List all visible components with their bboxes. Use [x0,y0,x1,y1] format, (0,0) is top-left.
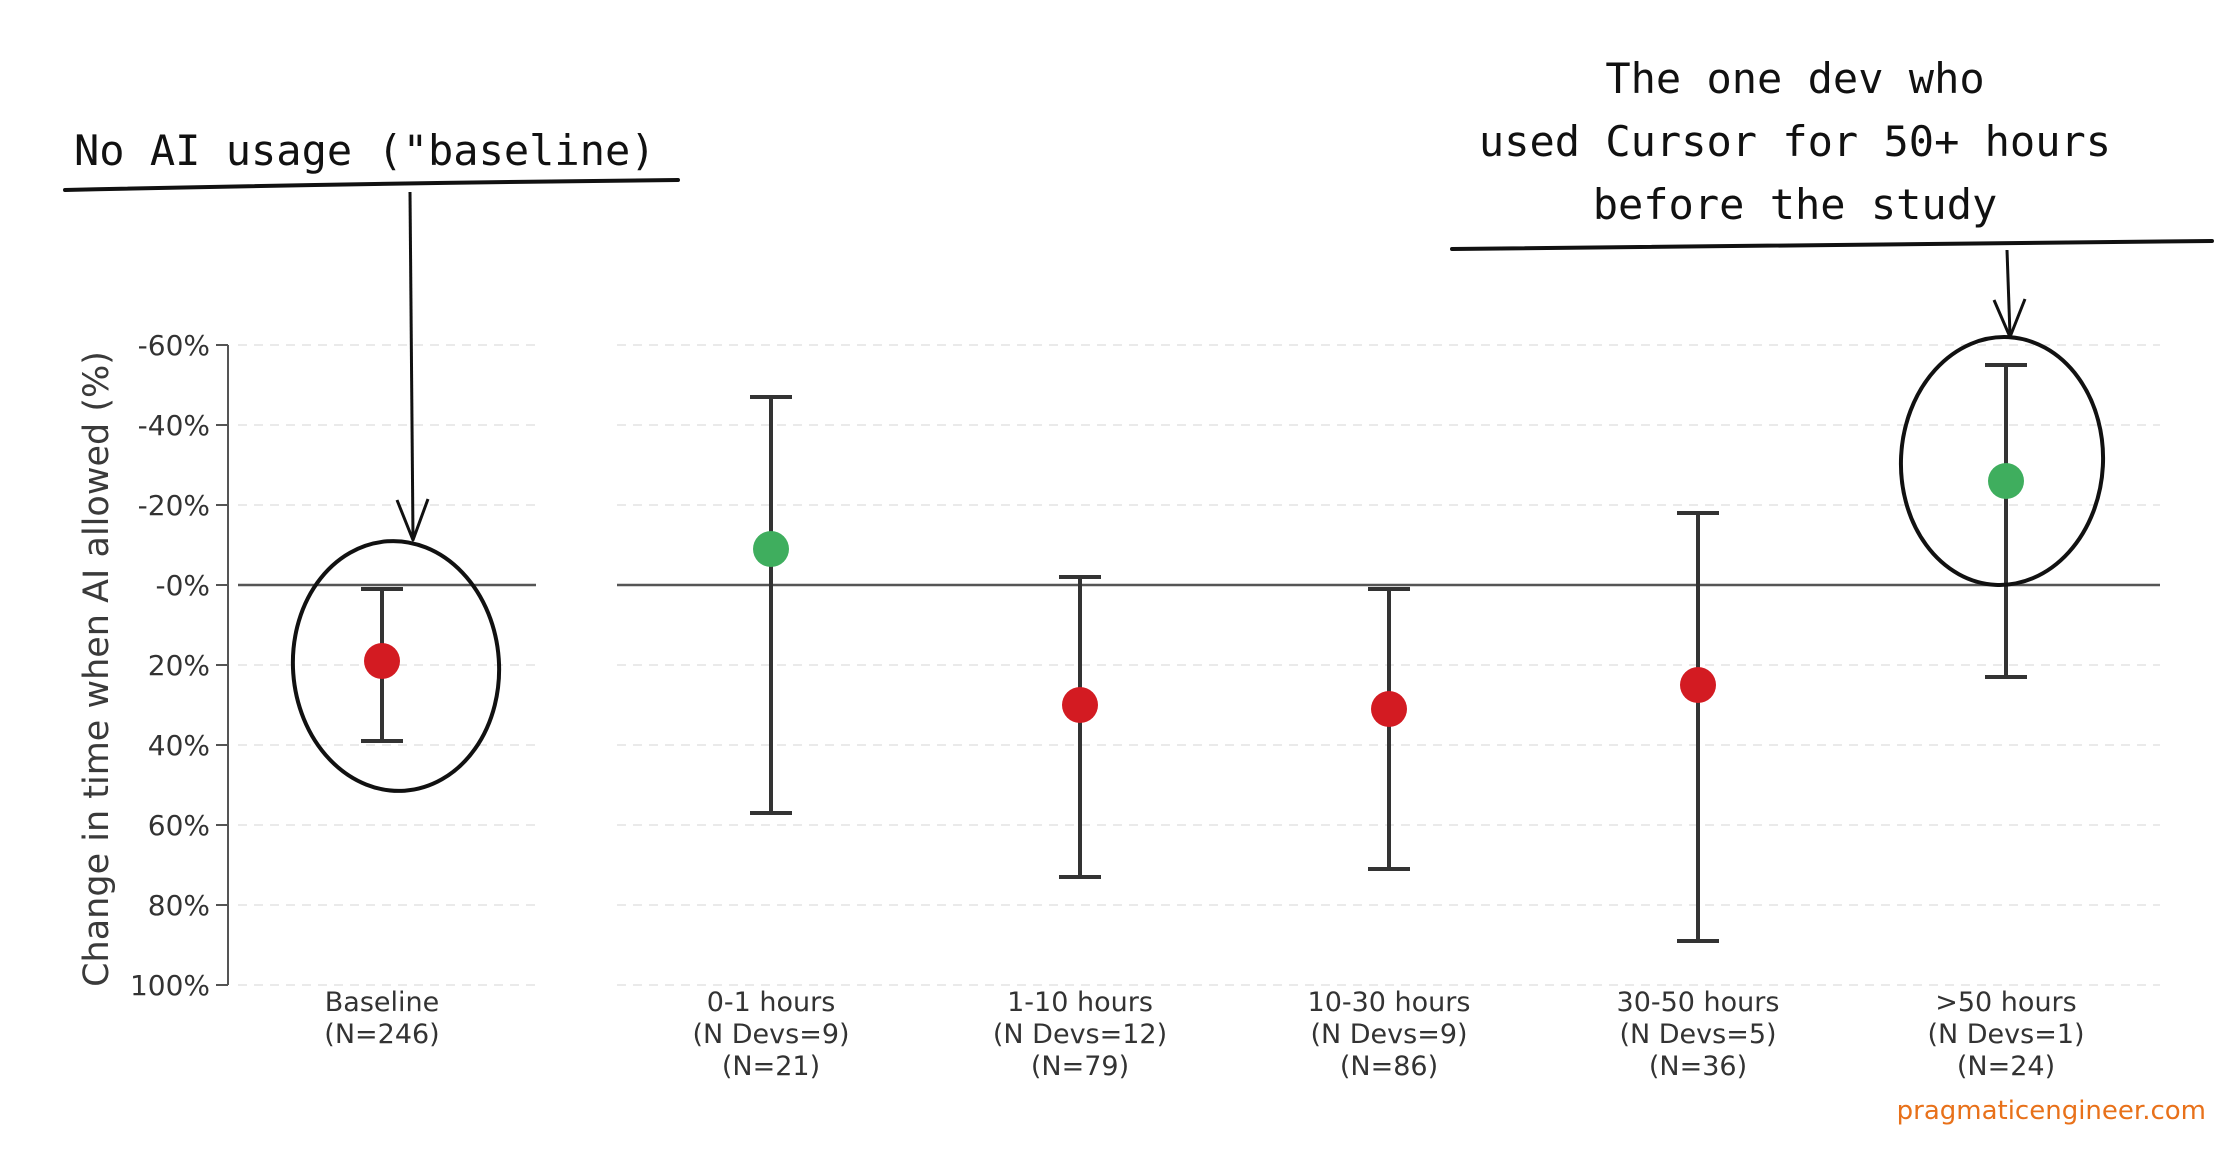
grid-layer [238,344,2160,986]
highlight-circle [290,539,502,793]
x-category-label: Baseline [325,987,439,1018]
x-category-label: (N=86) [1340,1051,1438,1082]
x-category-label: >50 hours [1935,987,2076,1018]
annotation-arrow [2005,249,2012,336]
y-tick-label: -40% [138,409,210,442]
category-labels: Baseline(N=246)0-1 hours(N Devs=9)(N=21)… [324,987,2084,1082]
y-tick-label: 40% [148,729,210,762]
x-category-label: (N Devs=9) [692,1019,849,1050]
annotation-text: No AI usage ("baseline) [74,126,656,175]
y-tick-label: -0% [155,569,210,602]
x-category-label: 30-50 hours [1617,987,1780,1018]
y-tick-label: 100% [130,969,210,1002]
y-tick-label: -20% [138,489,210,522]
estimate-point [1988,463,2024,499]
x-category-label: (N Devs=5) [1619,1019,1776,1050]
annotation-text: used Cursor for 50+ hours [1479,117,2111,166]
x-category-label: (N=79) [1031,1051,1129,1082]
highlight-circle [1898,335,2106,587]
y-axis: -60% -40% -20% -0% 20% 40% 60% 80% 100% Change in… [77,329,229,1002]
annotation-text: before the study [1593,180,1998,229]
error-bar-marks [238,363,2160,943]
annotation-underline [1450,239,2214,251]
x-category-label: (N=21) [722,1051,820,1082]
y-tick-label: -60% [138,329,210,362]
x-category-label: (N=36) [1649,1051,1747,1082]
x-category-label: (N Devs=9) [1310,1019,1467,1050]
x-category-label: (N Devs=1) [1927,1019,2084,1050]
annotation-arrow [408,191,415,539]
x-category-label: 0-1 hours [707,987,836,1018]
annotations: No AI usage ("baseline) The one dev who us… [63,54,2214,793]
estimate-point [1062,687,1098,723]
x-category-label: (N Devs=12) [993,1019,1167,1050]
watermark: pragmaticengineer.com [1896,1096,2206,1126]
estimate-point [364,643,400,679]
y-tick-label: 60% [148,809,210,842]
estimate-point [1680,667,1716,703]
annotation-text: The one dev who [1605,54,1984,103]
estimate-point [1371,691,1407,727]
estimate-point [753,531,789,567]
y-tick-label: 80% [148,889,210,922]
annotation-arrowhead [395,498,430,542]
x-category-label: 1-10 hours [1007,987,1153,1018]
x-category-label: (N=24) [1957,1051,2055,1082]
x-category-label: 10-30 hours [1308,987,1471,1018]
y-tick-label: 20% [148,649,210,682]
annotation-underline [63,178,680,192]
x-category-label: (N=246) [324,1019,439,1050]
y-axis-label: Change in time when AI allowed (%) [77,351,117,987]
